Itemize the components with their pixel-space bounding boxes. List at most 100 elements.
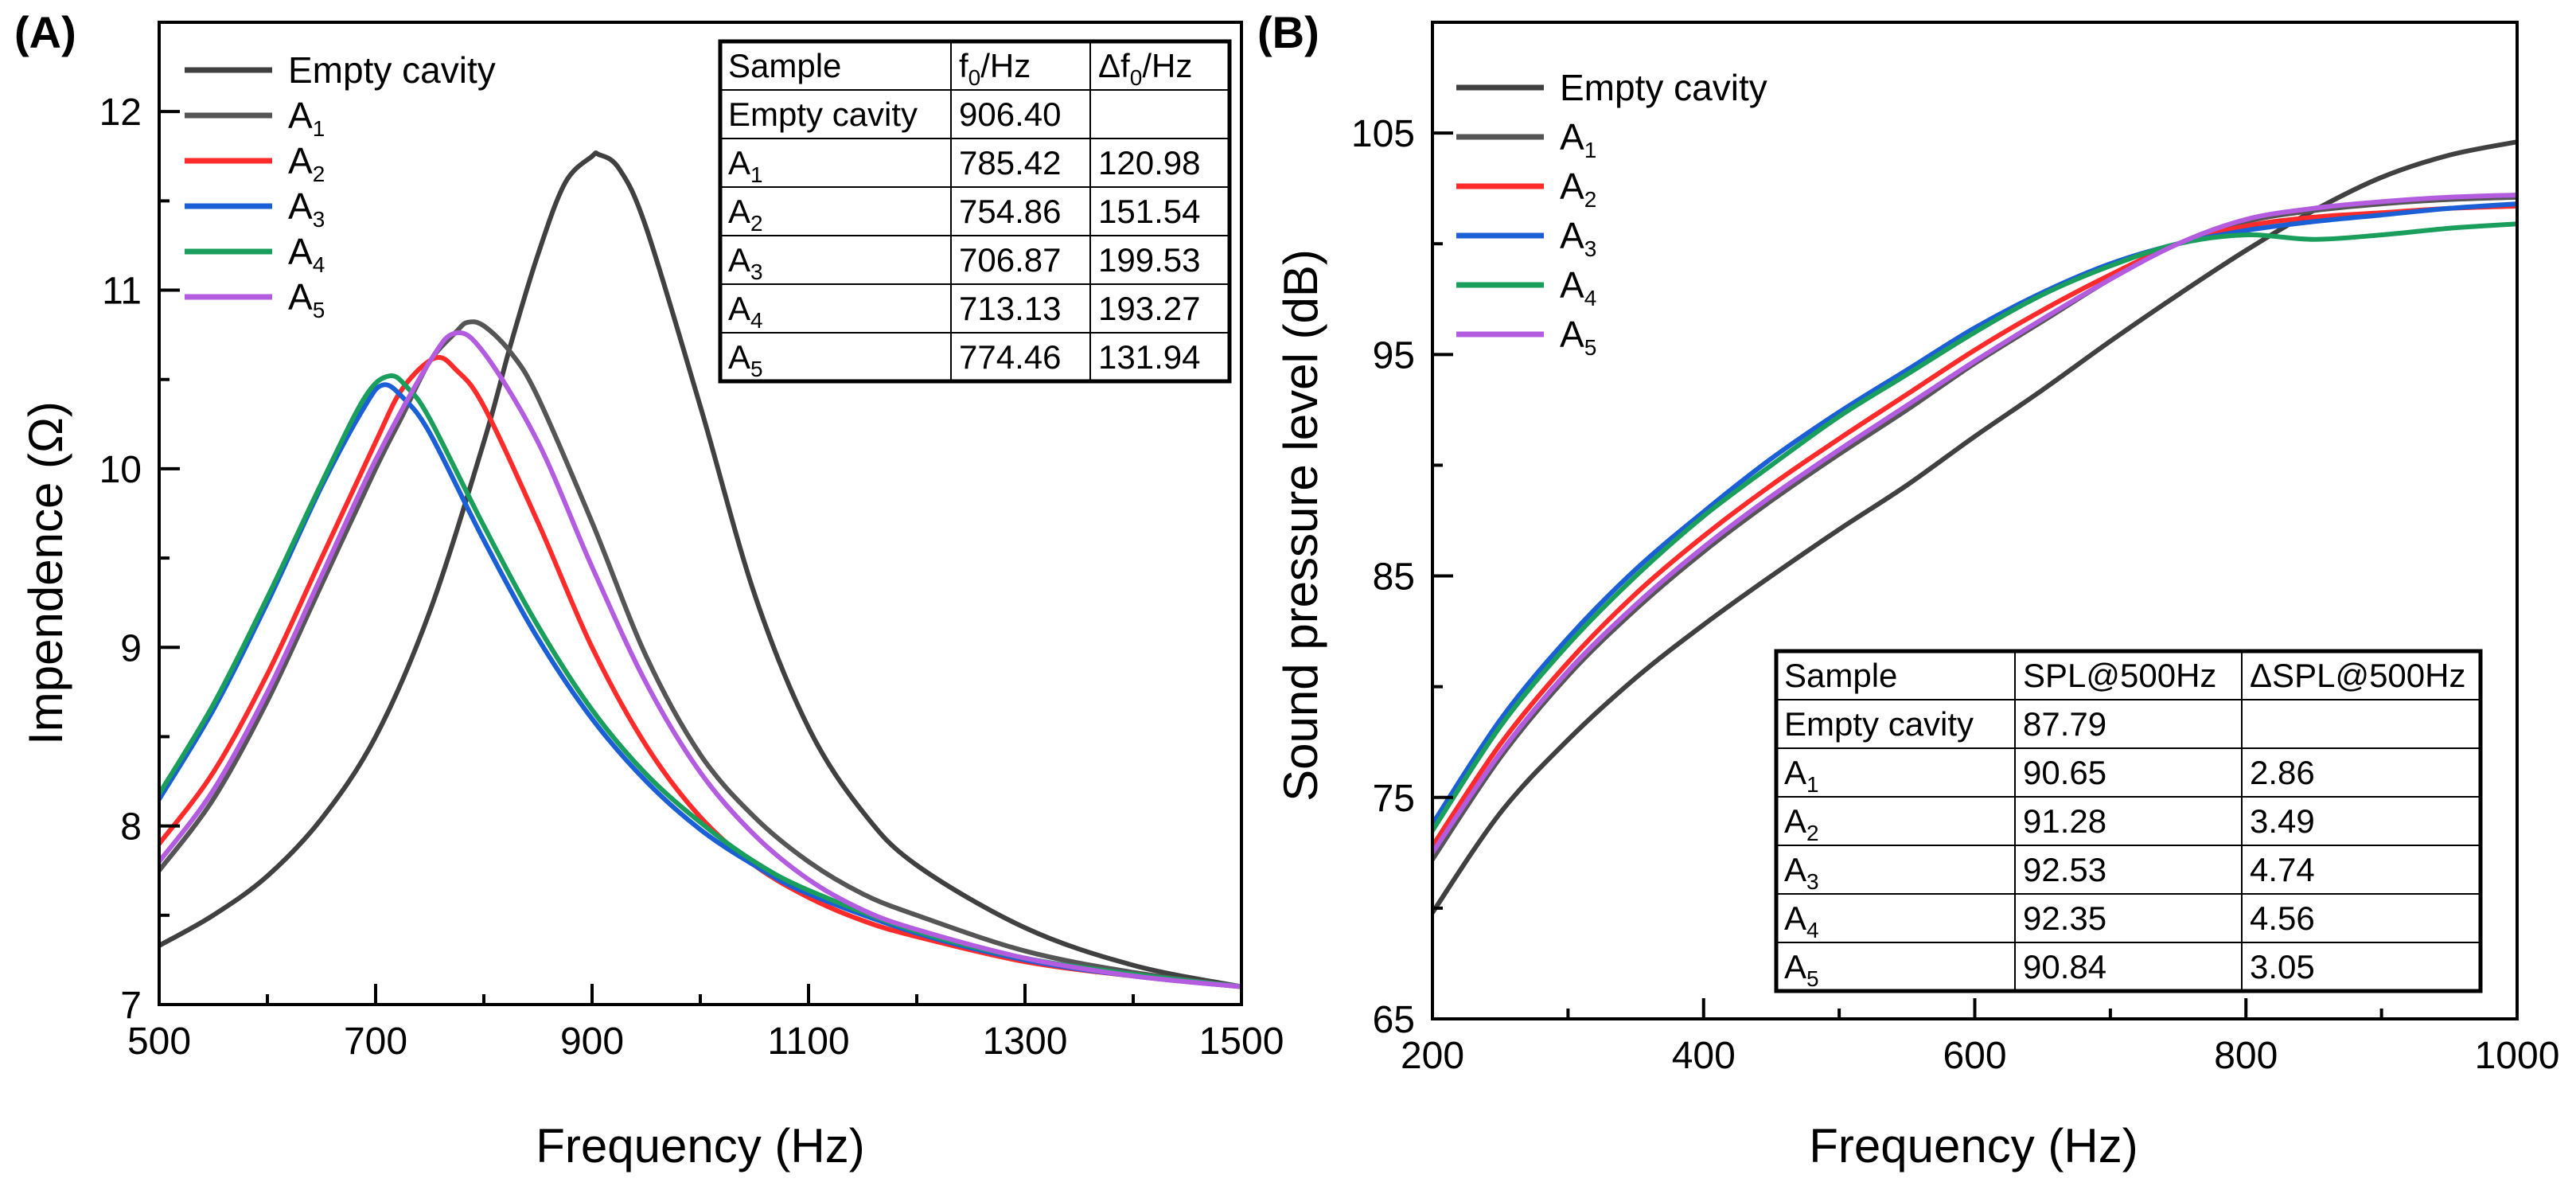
- table-cell: 193.27: [1098, 290, 1200, 327]
- legend-label: A4: [1560, 264, 1596, 310]
- table-cell: 906.40: [959, 96, 1061, 133]
- table-cell: A3: [1784, 851, 1819, 894]
- table-cell: 3.05: [2250, 948, 2315, 985]
- table-cell: 91.28: [2023, 802, 2106, 840]
- series-line-4: [1432, 221, 2517, 833]
- y-tick-label: 10: [99, 449, 142, 491]
- table-cell: A2: [728, 193, 763, 236]
- panel-b-axes: 200 400 600 800 1000 65 75 85 95 105: [1351, 21, 2559, 1077]
- legend-label: A2: [288, 140, 325, 186]
- y-tick-label: 8: [120, 806, 142, 849]
- table-cell: A1: [728, 144, 763, 187]
- table-cell: 90.84: [2023, 948, 2106, 985]
- table-cell: 90.65: [2023, 754, 2106, 791]
- legend-label: A3: [288, 185, 325, 232]
- y-tick-label: 65: [1373, 999, 1415, 1041]
- table-cell: 3.49: [2250, 802, 2315, 840]
- panel-b-x-axis-label: Frequency (Hz): [1809, 1119, 2138, 1173]
- table-header-cell: Δf0/Hz: [1098, 47, 1192, 90]
- y-tick-label: 105: [1351, 113, 1415, 155]
- y-tick-label: 85: [1373, 556, 1415, 599]
- series-line-3: [1432, 201, 2517, 827]
- table-header-cell: SPL@500Hz: [2023, 657, 2216, 694]
- table-cell: 2.86: [2250, 754, 2315, 791]
- table-cell: 785.42: [959, 144, 1061, 181]
- table-cell: 754.86: [959, 193, 1061, 230]
- table-frame: [718, 39, 1232, 384]
- table-cell: A5: [1784, 948, 1819, 991]
- panel-b-y-axis-label: Sound pressure level (dB): [1274, 249, 1327, 802]
- table-cell: Empty cavity: [1784, 705, 1974, 743]
- legend-label: Empty cavity: [1560, 67, 1767, 108]
- series-line-5: [1432, 193, 2517, 856]
- table-header-cell: Sample: [728, 47, 841, 84]
- y-tick-label: 11: [102, 271, 142, 313]
- legend-label: A5: [288, 276, 325, 322]
- panel-a-axes: 500 700 900 1100 1300 1500 7 8 9 10 11 12: [99, 21, 1284, 1063]
- table-cell: 151.54: [1098, 193, 1200, 230]
- table-cell: Empty cavity: [728, 96, 918, 133]
- table-cell: 92.53: [2023, 851, 2106, 888]
- legend-label: A3: [1560, 215, 1596, 261]
- legend-label: A5: [1560, 314, 1596, 360]
- table-cell: A2: [1784, 802, 1819, 845]
- x-tick-label: 700: [344, 1020, 407, 1063]
- x-tick-label: 500: [127, 1020, 191, 1063]
- panel-a-y-axis-label: Impendence (Ω): [19, 401, 72, 745]
- x-tick-label: 1500: [1199, 1020, 1284, 1063]
- panel-a-x-axis-label: Frequency (Hz): [536, 1119, 864, 1173]
- table-cell: A4: [1784, 899, 1819, 942]
- x-tick-label: 1300: [983, 1020, 1068, 1063]
- x-tick-label: 900: [560, 1020, 624, 1063]
- table-cell: 131.94: [1098, 338, 1200, 376]
- panel-a: (A) 500 700 900 1100 1300 1500 7 8 9 10 11 12 Frequ…: [14, 7, 1284, 1173]
- table-cell: A5: [728, 338, 763, 381]
- panel-a-plot-area: [159, 150, 1241, 989]
- table-header-cell: Sample: [1784, 657, 1897, 694]
- table-header-cell: f0/Hz: [959, 47, 1031, 90]
- y-tick-label: 12: [99, 92, 142, 134]
- series-line-2: [159, 355, 1241, 989]
- x-tick-label: 200: [1401, 1035, 1464, 1077]
- legend-label: A1: [1560, 116, 1596, 162]
- table-cell: 92.35: [2023, 899, 2106, 937]
- panel-b-label: (B): [1257, 7, 1319, 57]
- panel-a-label: (A): [14, 7, 76, 57]
- y-tick-label: 7: [120, 985, 142, 1027]
- series-line-1: [159, 319, 1241, 989]
- panel-b-plot-area: [1432, 139, 2517, 915]
- x-tick-label: 800: [2214, 1035, 2278, 1077]
- y-tick-label: 75: [1373, 778, 1415, 820]
- table-cell: 774.46: [959, 338, 1061, 376]
- table-cell: 87.79: [2023, 705, 2106, 743]
- table-cell: 706.87: [959, 241, 1061, 279]
- series-line-3: [159, 382, 1241, 989]
- panel-b-table: Sample SPL@500Hz ΔSPL@500Hz Empty cavity 87.…: [1774, 649, 2483, 993]
- table-cell: A3: [728, 241, 763, 284]
- panel-a-table: Sample f0/Hz Δf0/Hz Empty cavity 906.40 A1 785…: [718, 39, 1232, 384]
- panel-b: (B) 200 400 600 800 1000 65 75 85 95 105 Frequenc…: [1257, 7, 2559, 1173]
- table-cell: 120.98: [1098, 144, 1200, 181]
- table-cell: A4: [728, 290, 763, 333]
- table-header-cell: ΔSPL@500Hz: [2250, 657, 2465, 694]
- x-tick-label: 400: [1672, 1035, 1736, 1077]
- table-frame: [1774, 649, 2483, 993]
- y-tick-label: 95: [1373, 334, 1415, 377]
- legend-label: A1: [288, 95, 325, 141]
- table-cell: 4.74: [2250, 851, 2315, 888]
- y-tick-label: 9: [120, 627, 142, 669]
- series-line-4: [159, 373, 1241, 989]
- table-cell: A1: [1784, 754, 1819, 797]
- legend-label: A2: [1560, 166, 1596, 212]
- legend-label: A4: [288, 231, 325, 277]
- series-line-2: [1432, 203, 2517, 849]
- x-tick-label: 1100: [767, 1020, 849, 1063]
- table-cell: 4.56: [2250, 899, 2315, 937]
- table-cell: 199.53: [1098, 241, 1200, 279]
- series-line-5: [159, 330, 1241, 989]
- legend-label: Empty cavity: [288, 49, 496, 91]
- table-cell: 713.13: [959, 290, 1061, 327]
